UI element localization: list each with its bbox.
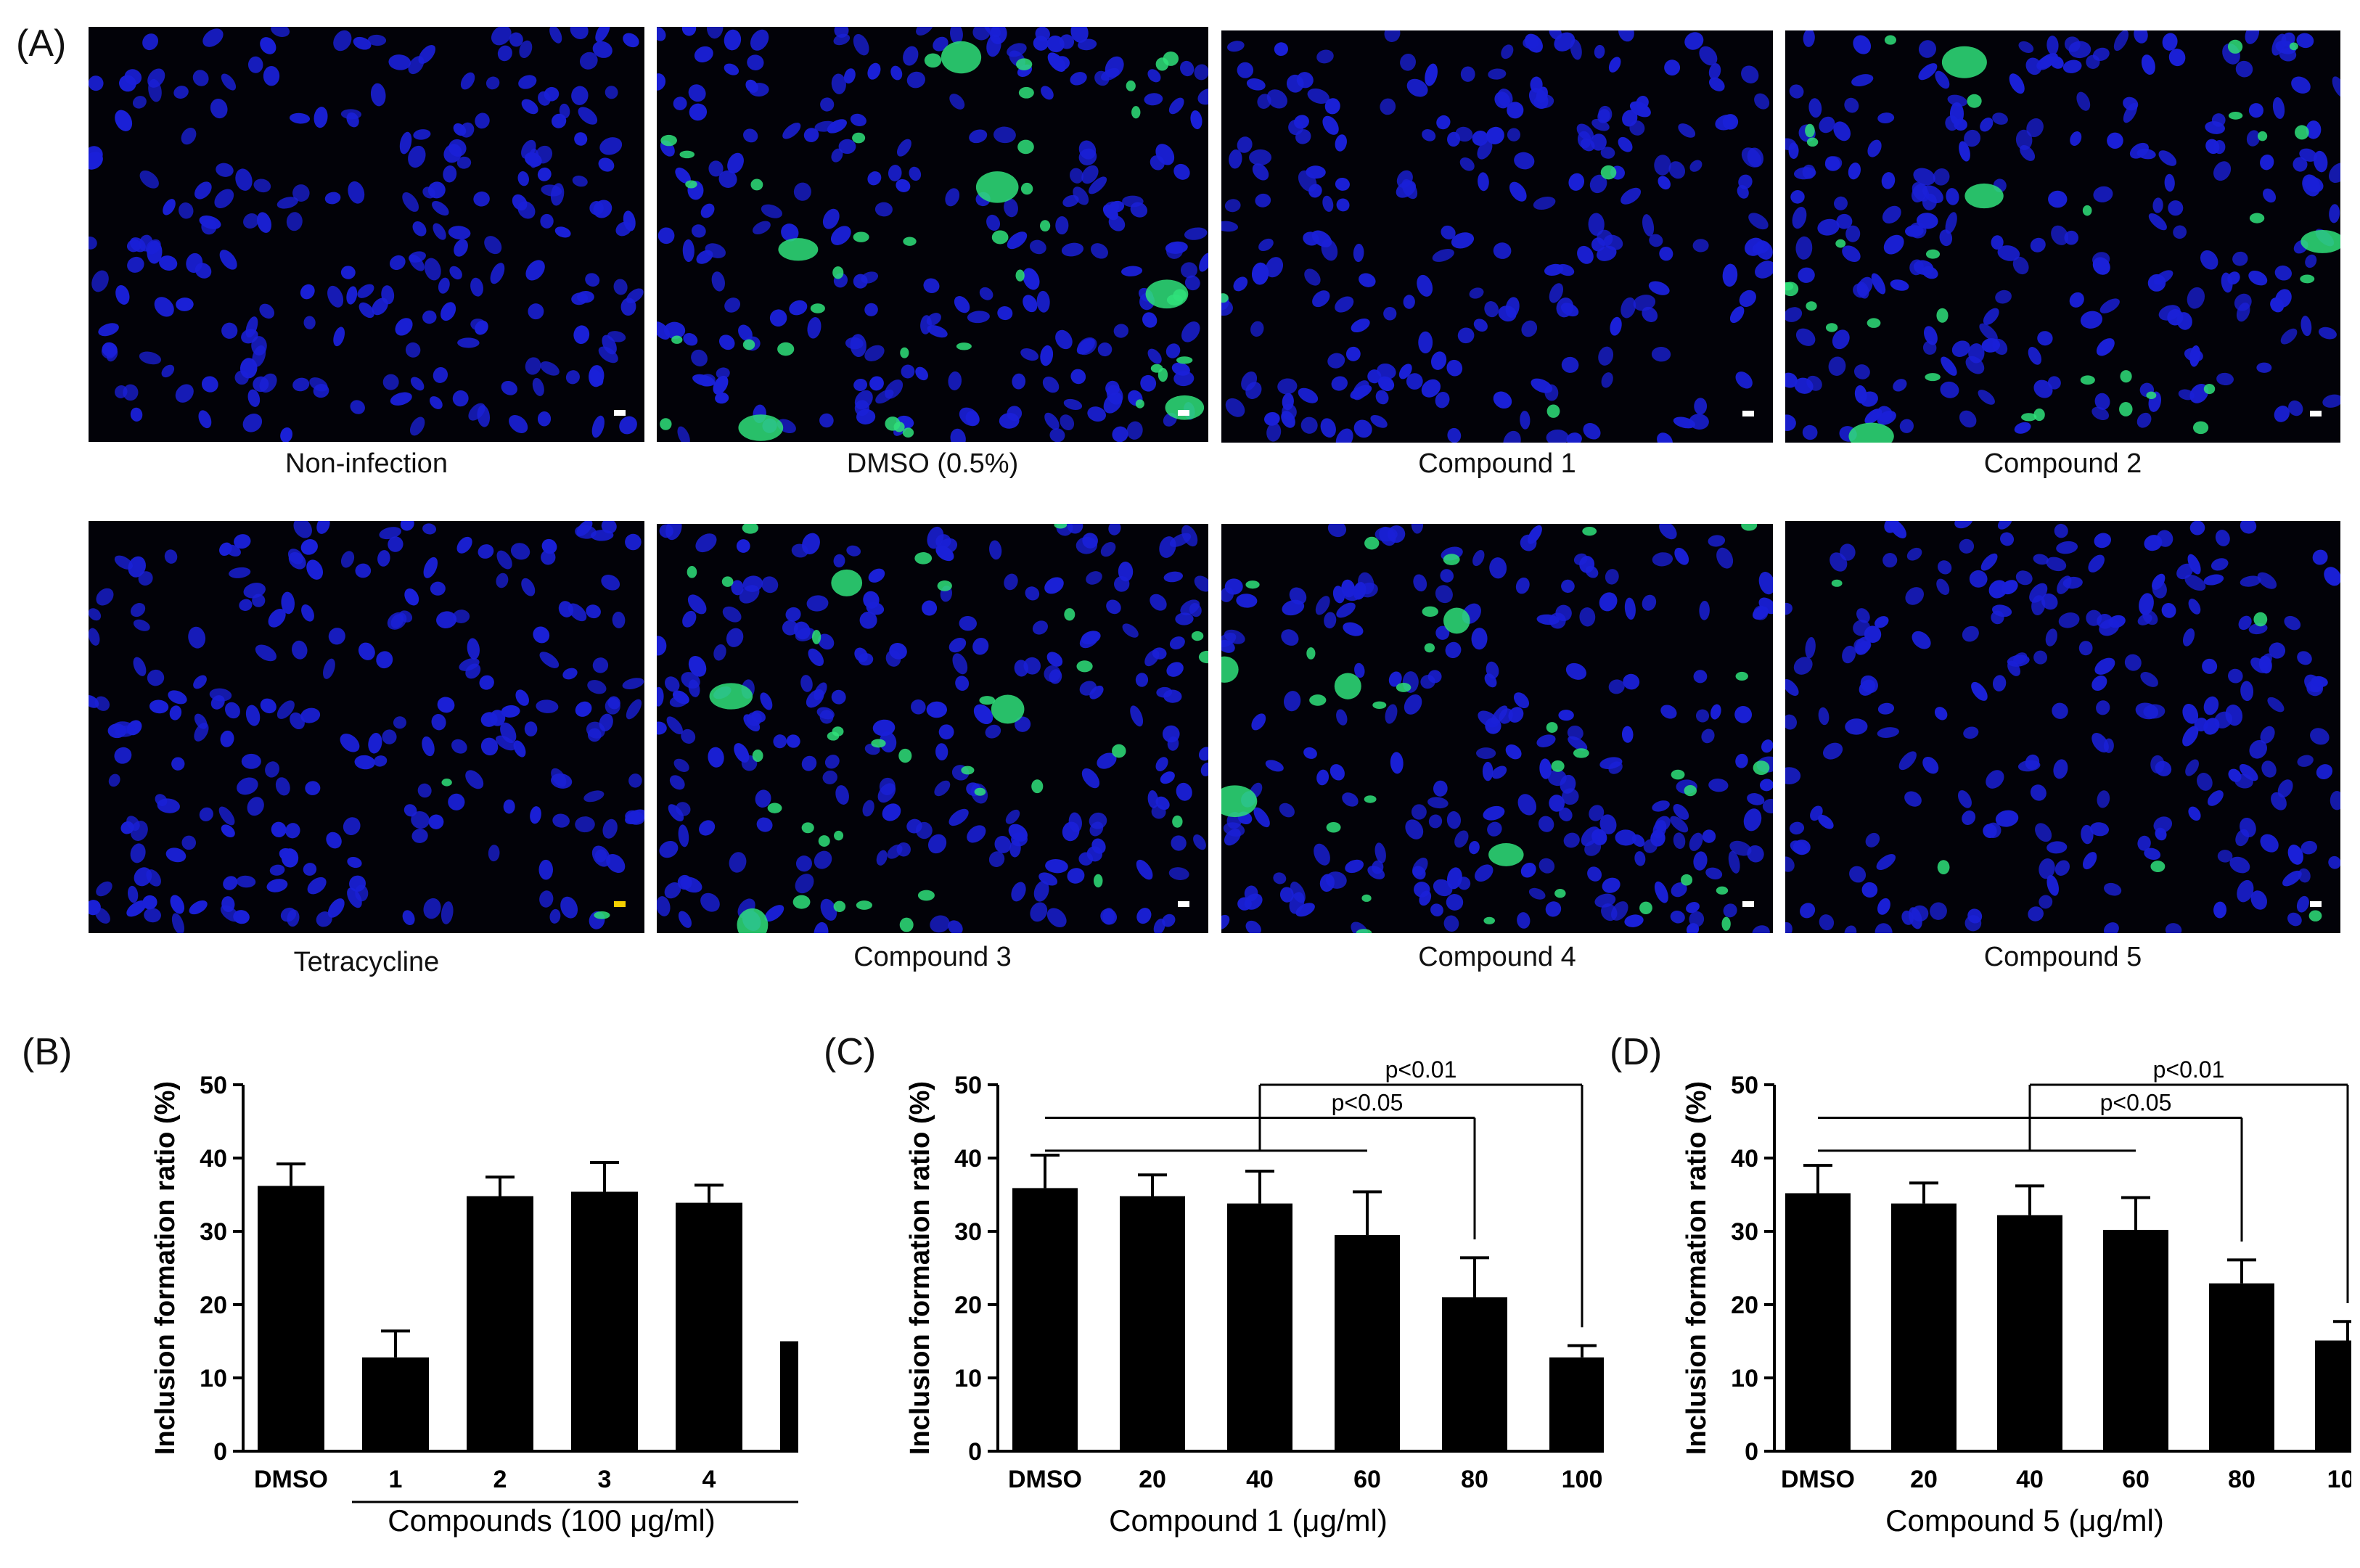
bar (1442, 1297, 1507, 1451)
micrograph-svg (657, 27, 1208, 442)
micrograph-svg (89, 521, 644, 933)
chart-c-svg: 0 10 20 30 40 50 Inclusion formation ratio (%)… (907, 1056, 1604, 1538)
bar (467, 1196, 533, 1451)
y-tick-label: 20 (200, 1292, 227, 1319)
bar (780, 1341, 798, 1451)
x-tick-label: DMSO (1008, 1466, 1082, 1493)
y-tick-label: 50 (200, 1072, 227, 1099)
micrograph-image (89, 27, 644, 442)
significance-label: p<0.01 (2153, 1056, 2225, 1083)
y-tick-label: 20 (954, 1292, 982, 1319)
y-tick-label: 30 (200, 1218, 227, 1246)
x-tick-label: 100 (1562, 1466, 1603, 1493)
bar (362, 1357, 429, 1451)
bar (2315, 1340, 2351, 1451)
micrograph-image (657, 524, 1208, 933)
bar (1549, 1357, 1604, 1451)
y-tick-label: 10 (954, 1365, 982, 1392)
y-axis-label: Inclusion formation ratio (%) (1684, 1081, 1712, 1455)
micrograph-image (657, 27, 1208, 442)
micrograph-caption: Compound 5 (1983, 942, 2142, 972)
x-tick-label: DMSO (254, 1466, 328, 1493)
micrograph-image (1785, 521, 2340, 933)
y-tick-label: 40 (200, 1145, 227, 1173)
x-tick-label: 4 (702, 1466, 716, 1493)
bar (676, 1202, 742, 1451)
y-tick-label: 0 (213, 1438, 227, 1466)
bar (258, 1186, 324, 1451)
y-tick-label: 10 (200, 1365, 227, 1392)
y-tick-label: 40 (954, 1145, 982, 1173)
x-tick-label: 60 (2122, 1466, 2150, 1493)
x-tick-label: 40 (2016, 1466, 2044, 1493)
bar (571, 1191, 638, 1451)
micrograph-image (1221, 30, 1773, 443)
panel-c-label: (C) (824, 1031, 877, 1073)
x-tick-label: 2 (493, 1466, 507, 1493)
micrograph-svg (1785, 521, 2340, 933)
micrograph-caption: Non-infection (285, 448, 448, 479)
y-tick-label: 10 (1731, 1365, 1758, 1392)
micrograph-caption: Tetracycline (293, 947, 440, 977)
micrograph-caption: Compound 3 (853, 942, 1012, 972)
bar (2209, 1283, 2274, 1451)
chart-b: 0 10 20 30 40 50 Inclusion formation ratio (%)… (145, 1038, 798, 1560)
micrograph-image (89, 521, 644, 933)
y-tick-label: 40 (1731, 1145, 1758, 1173)
y-tick-label: 0 (1745, 1438, 1758, 1466)
significance-bracket (1258, 1083, 1583, 1328)
bar (1785, 1193, 1851, 1451)
x-tick-label: 1 (389, 1466, 403, 1493)
micrograph-svg (1221, 524, 1773, 933)
micrograph-svg (1785, 30, 2340, 443)
bar (1227, 1203, 1292, 1451)
micrograph-caption: Compound 4 (1418, 942, 1576, 972)
x-axis-label: Compound 1 (μg/ml) (1109, 1503, 1388, 1538)
significance-bracket (2028, 1083, 2349, 1303)
micrograph-svg (1221, 30, 1773, 443)
x-tick-label: 20 (1139, 1466, 1166, 1493)
chart-c: 0 10 20 30 40 50 Inclusion formation ratio (%)… (907, 1016, 1604, 1560)
chart-d-svg: 0 10 20 30 40 50 Inclusion formation ratio (%)… (1684, 1056, 2351, 1538)
bar (1997, 1215, 2062, 1451)
micrograph-image (1785, 30, 2340, 443)
significance-label: p<0.01 (1385, 1056, 1457, 1083)
x-tick-label: 80 (1461, 1466, 1488, 1493)
y-tick-label: 50 (954, 1072, 982, 1099)
significance-label: p<0.05 (1332, 1089, 1404, 1115)
significance-label: p<0.05 (2100, 1089, 2172, 1115)
x-axis-label: Compound 5 (μg/ml) (1885, 1503, 2164, 1538)
micrograph-caption: Compound 1 (1418, 448, 1576, 479)
x-axis-label: Compounds (100 μg/ml) (388, 1503, 715, 1538)
x-tick-label: 40 (1246, 1466, 1274, 1493)
panel-a-label: (A) (16, 22, 67, 65)
y-tick-label: 30 (954, 1218, 982, 1246)
x-tick-label: 100 (2327, 1466, 2351, 1493)
y-axis-label: Inclusion formation ratio (%) (907, 1081, 935, 1455)
bar (1120, 1196, 1185, 1451)
bar (2103, 1229, 2168, 1451)
y-tick-label: 50 (1731, 1072, 1758, 1099)
bar (1335, 1235, 1400, 1451)
micrograph-image (1221, 524, 1773, 933)
y-axis-label: Inclusion formation ratio (%) (150, 1081, 181, 1455)
panel-d-label: (D) (1610, 1031, 1663, 1073)
bar (1012, 1188, 1078, 1451)
chart-d: 0 10 20 30 40 50 Inclusion formation ratio (%)… (1684, 1016, 2351, 1560)
micrograph-caption: Compound 2 (1983, 448, 2142, 479)
micrograph-caption: DMSO (0.5%) (846, 448, 1019, 479)
bar (1891, 1203, 1957, 1451)
x-tick-label: DMSO (1781, 1466, 1855, 1493)
x-tick-label: 3 (598, 1466, 612, 1493)
y-tick-label: 0 (968, 1438, 982, 1466)
chart-b-svg: 0 10 20 30 40 50 Inclusion formation ratio (%)… (150, 1072, 798, 1538)
x-tick-label: 80 (2228, 1466, 2255, 1493)
panel-b-label: (B) (22, 1031, 73, 1073)
y-tick-label: 20 (1731, 1292, 1758, 1319)
micrograph-svg (89, 27, 644, 442)
x-tick-label: 60 (1353, 1466, 1381, 1493)
micrograph-svg (657, 524, 1208, 933)
y-tick-label: 30 (1731, 1218, 1758, 1246)
x-tick-label: 20 (1910, 1466, 1938, 1493)
